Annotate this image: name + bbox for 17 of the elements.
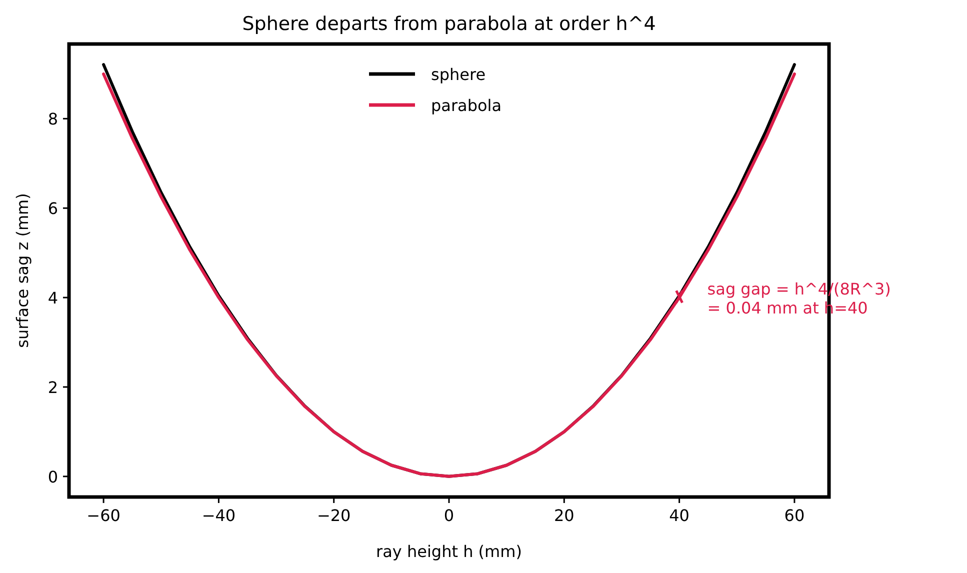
y-tick-label: 8 <box>48 110 58 129</box>
x-axis-title: ray height h (mm) <box>376 542 522 561</box>
legend-label: sphere <box>431 65 486 84</box>
x-tick-label: −40 <box>202 506 236 525</box>
x-tick-label: −60 <box>86 506 120 525</box>
y-tick-label: 2 <box>48 378 58 397</box>
x-tick-label: 40 <box>669 506 690 525</box>
y-tick-label: 6 <box>48 199 58 218</box>
y-tick-label: 4 <box>48 288 58 308</box>
chart-title: Sphere departs from parabola at order h^4 <box>242 13 656 35</box>
legend-label: parabola <box>431 96 502 115</box>
x-tick-label: −20 <box>316 506 351 525</box>
x-tick-label: 0 <box>444 506 454 525</box>
y-tick-label: 0 <box>48 467 58 486</box>
y-axis-title: surface sag z (mm) <box>13 193 32 348</box>
x-tick-label: 20 <box>554 506 574 525</box>
x-tick-label: 60 <box>784 506 805 525</box>
